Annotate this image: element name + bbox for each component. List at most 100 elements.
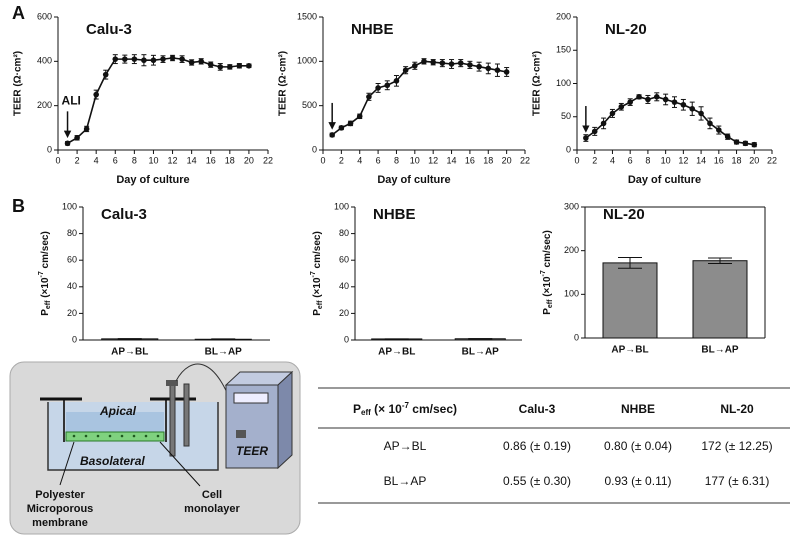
y-tick-label: 500 [302, 100, 317, 110]
x-tick-label: 20 [502, 155, 512, 165]
x-tick-label: 14 [447, 155, 457, 165]
header-part: -7 [402, 401, 410, 410]
x-tick-label: 10 [148, 155, 158, 165]
marker [384, 82, 391, 89]
marker [689, 105, 696, 112]
marker [485, 65, 492, 72]
marker [618, 103, 625, 110]
y-tick-label: 0 [344, 334, 349, 344]
line [67, 57, 249, 145]
marker [338, 125, 345, 131]
x-tick-label: 18 [732, 155, 742, 165]
header-part: eff [361, 408, 371, 417]
x-tick-label: 10 [661, 155, 671, 165]
x-tick-label: 20 [749, 155, 759, 165]
marker [122, 56, 128, 62]
y-axis-title-part: eff [317, 300, 324, 309]
marker [160, 56, 166, 62]
x-tick-label: 4 [610, 155, 615, 165]
x-tick-label: 2 [75, 155, 80, 165]
marker [131, 56, 138, 62]
table-header: Peff (× 10-7 cm/sec) [353, 401, 457, 417]
y-axis-title-part: (×10 [312, 277, 323, 301]
annotation: ALI [62, 94, 81, 108]
y-axis-title-part: cm/sec) [312, 231, 323, 271]
marker [439, 60, 446, 66]
pointer [159, 441, 201, 487]
x-tick-label: 22 [520, 155, 530, 165]
marker [366, 94, 372, 100]
y-tick-label: 1000 [297, 56, 317, 66]
marker [645, 96, 651, 103]
marker [236, 62, 243, 69]
marker [627, 99, 633, 105]
bar [602, 262, 658, 339]
x-tick-label: 12 [428, 155, 438, 165]
marker [476, 63, 482, 70]
y-axis-title: Peff (×10-7 cm/sec) [540, 230, 554, 315]
diagram: Apical Basolateral TEER Polyester Microp… [9, 361, 301, 535]
marker [421, 58, 427, 65]
marker [707, 120, 713, 127]
marker [179, 56, 185, 62]
chart: 0 20 40 60 80 100 Peff (×10-7 cm/sec) Calu-3 AP→… [38, 201, 270, 358]
x-tick-label: 16 [714, 155, 724, 165]
y-axis-title-part: -7 [540, 270, 547, 276]
y-tick-label: 0 [574, 332, 579, 342]
y-tick-label: 0 [72, 334, 77, 344]
marker [169, 55, 176, 61]
marker [64, 140, 71, 147]
chart-title: NHBE [373, 206, 416, 223]
table-header: Calu-3 [519, 402, 556, 416]
marker [716, 127, 722, 133]
line [331, 60, 507, 136]
electrode [169, 383, 176, 457]
marker [698, 110, 704, 117]
panel-label: B [12, 196, 25, 216]
membrane-label: Polyester [35, 489, 85, 501]
chart-title: NL-20 [603, 206, 645, 223]
table-cell: 172 (± 12.25) [701, 439, 772, 453]
marker [503, 69, 510, 75]
y-tick-label: 20 [67, 308, 77, 318]
x-tick-label: 0 [320, 155, 325, 165]
x-tick-label: 10 [410, 155, 420, 165]
y-tick-label: 0 [566, 144, 571, 154]
marker [583, 135, 589, 141]
x-tick-label: BL→AP [462, 347, 500, 358]
electrode-cap [166, 380, 178, 386]
y-axis-title-part: -7 [38, 271, 45, 277]
x-tick-label: 20 [244, 155, 254, 165]
y-tick-label: 100 [556, 78, 571, 88]
y-axis-title-part: cm/sec) [40, 231, 51, 271]
y-tick-label: 100 [564, 289, 579, 299]
table-cell: BL→AP [384, 474, 427, 488]
membrane-label: membrane [32, 517, 88, 529]
marker [457, 60, 464, 66]
table-header: NHBE [621, 402, 655, 416]
x-tick-label: 16 [465, 155, 475, 165]
chart: 0 200 400 600 TEER (Ω·cm²) 0 2 4 6 8 10 12 14 16 18 20 2… [13, 11, 273, 186]
x-tick-label: BL→AP [205, 347, 243, 358]
marker [246, 62, 252, 69]
y-tick-label: 100 [62, 201, 77, 211]
marker [402, 67, 409, 73]
header-part: (× 10 [371, 402, 402, 416]
pointer [59, 441, 75, 486]
y-tick-label: 50 [561, 111, 571, 121]
x-tick-label: 0 [55, 155, 60, 165]
marker [393, 78, 400, 84]
x-tick-label: 14 [187, 155, 197, 165]
y-axis-title-part: P [312, 309, 323, 316]
x-tick-label: 2 [339, 155, 344, 165]
marker [412, 62, 418, 69]
y-tick-label: 150 [556, 45, 571, 55]
y-tick-label: 0 [47, 144, 52, 154]
marker [636, 94, 642, 100]
y-axis-title: Peff (×10-7 cm/sec) [38, 231, 52, 316]
chart-title: NL-20 [605, 21, 647, 38]
y-axis-title-part: cm/sec) [542, 230, 553, 270]
table-cell: 0.80 (± 0.04) [604, 439, 672, 453]
marker [141, 57, 147, 64]
